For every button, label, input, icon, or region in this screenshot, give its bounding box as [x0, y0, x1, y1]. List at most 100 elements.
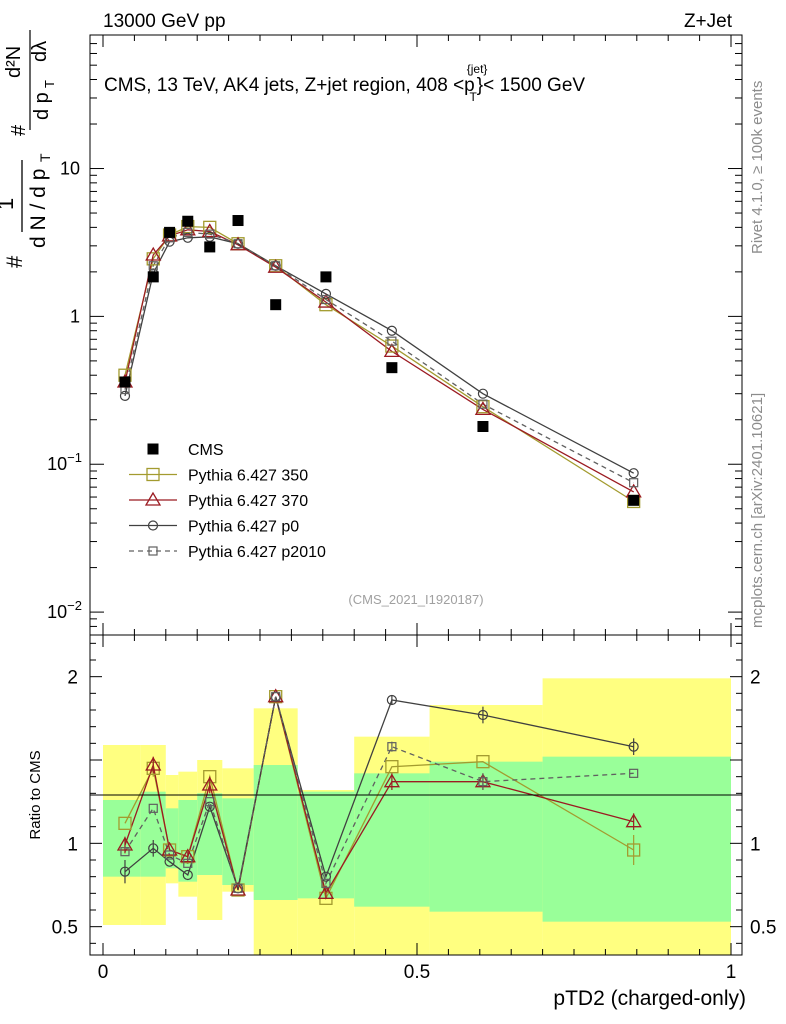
series-point-3 [387, 336, 397, 346]
ratio-point-2 [148, 843, 159, 854]
legend-cms-label: CMS [188, 442, 224, 459]
series-point-3 [321, 294, 331, 305]
legend: CMS Pythia 6.427 350 Pythia 6.427 370 Pythi… [129, 442, 326, 561]
y-tick-label: 10−1 [47, 450, 82, 474]
x-tick-label: 0.5 [404, 962, 430, 983]
ratio-point-3 [164, 850, 175, 860]
series-point-3 [233, 239, 243, 249]
svg-text:d p: d p [31, 92, 53, 120]
svg-text:1: 1 [0, 198, 18, 210]
ratio-point-1 [161, 841, 178, 856]
ratio-point-2 [628, 741, 639, 752]
series-point-3 [148, 261, 158, 271]
series-point-3 [478, 399, 488, 409]
band-inner [222, 798, 254, 885]
ratio-point-1 [383, 773, 401, 788]
ratio-point-3 [271, 692, 281, 702]
legend-label: Pythia 6.427 p0 [188, 519, 299, 536]
svg-text:dλ: dλ [29, 41, 51, 62]
series-point-1 [145, 246, 162, 261]
series-point-1 [383, 343, 401, 358]
cms-point [182, 215, 194, 227]
ratio-line-2 [124, 696, 634, 891]
cms-point [386, 362, 398, 374]
series-point-3 [271, 261, 281, 271]
series-point-0 [203, 220, 217, 235]
chart-title: CMS, 13 TeV, AK4 jets, Z+jet region, 408… [104, 62, 585, 104]
side-label-rivet: Rivet 4.1.0, ≥ 100k events [749, 81, 766, 254]
cms-point [119, 376, 131, 388]
svg-text:d²N: d²N [3, 46, 25, 78]
ratio-point-3 [387, 742, 397, 752]
cms-point [628, 494, 640, 506]
series-lines [124, 225, 635, 901]
ratio-point-0 [385, 760, 399, 774]
svg-text:T: T [37, 153, 53, 162]
y-tick-label: 1 [70, 306, 80, 326]
ratio-point-3 [321, 878, 331, 888]
ratio-tick-label: 2 [67, 668, 78, 689]
ratio-point-3 [233, 883, 243, 893]
legend-label: Pythia 6.427 p2010 [188, 544, 326, 561]
ratio-tick-label: 0.5 [750, 918, 776, 939]
cms-point [477, 420, 489, 432]
ratio-tick-label: 0.5 [52, 918, 78, 939]
series-markers [116, 215, 642, 905]
watermark: (CMS_2021_I1920187) [348, 592, 483, 607]
ratio-point-3 [183, 858, 193, 868]
series-point-2 [386, 325, 397, 336]
series-point-2 [320, 288, 332, 299]
uncertainty-band [103, 678, 731, 955]
ratio-point-1 [625, 813, 642, 828]
ratio-point-3 [478, 777, 488, 787]
ratio-point-2 [164, 856, 175, 867]
legend-cms-marker [147, 443, 159, 455]
ratio-point-1 [116, 836, 134, 851]
band-inner [429, 761, 543, 912]
ratio-point-0 [476, 755, 490, 769]
y-tick-label: 10 [60, 159, 80, 179]
band-inner [354, 773, 430, 907]
x-axis-label: pTD2 (charged-only) [553, 987, 746, 1010]
y-axis-label: # 1 d N / d p T # d p T d²N dλ [0, 30, 57, 268]
header-left: 13000 GeV pp [103, 11, 226, 32]
header-right: Z+Jet [684, 11, 733, 32]
svg-text:d N / d p: d N / d p [27, 169, 50, 248]
series-line-2 [124, 236, 635, 474]
legend-marker [144, 491, 162, 506]
ratio-point-3 [120, 847, 130, 857]
ratio-point-1 [179, 848, 196, 863]
cms-point [270, 299, 282, 311]
legend-marker [148, 546, 158, 556]
ratio-tick-label: 1 [67, 834, 78, 855]
cms-point [147, 271, 159, 283]
ratio-point-2 [182, 869, 193, 881]
ratio-point-2 [477, 709, 489, 721]
svg-text:#: # [2, 255, 27, 268]
ratio-point-0 [627, 843, 641, 857]
ratio-tick-label: 2 [750, 668, 761, 689]
series-point-3 [205, 229, 215, 239]
legend-label: Pythia 6.427 370 [188, 493, 308, 510]
ratio-point-2 [320, 871, 332, 882]
legend-label: Pythia 6.427 350 [188, 468, 308, 485]
ratio-point-1 [201, 776, 218, 791]
axis-ticks: 0 0.5 1 10−2 10−1 1 10 0.5 0.5 1 1 2 2 [47, 34, 776, 983]
side-label-mcplots: mcplots.cern.ch [arXiv:2401.10621] [749, 393, 766, 628]
series-point-2 [628, 468, 639, 479]
ratio-y-label: Ratio to CMS [27, 750, 44, 839]
series-point-3 [183, 227, 193, 237]
ratio-point-3 [629, 768, 639, 778]
cms-point [232, 215, 244, 227]
svg-text:#: # [8, 124, 30, 136]
cms-point [320, 271, 332, 283]
x-tick-label: 0 [98, 962, 109, 983]
series-point-2 [119, 390, 131, 401]
series-line-1 [124, 229, 635, 493]
y-tick-label: 10−2 [47, 598, 82, 622]
cms-point [204, 241, 216, 253]
ratio-point-2 [204, 801, 215, 812]
band-inner [103, 800, 141, 877]
legend-marker [147, 520, 159, 531]
